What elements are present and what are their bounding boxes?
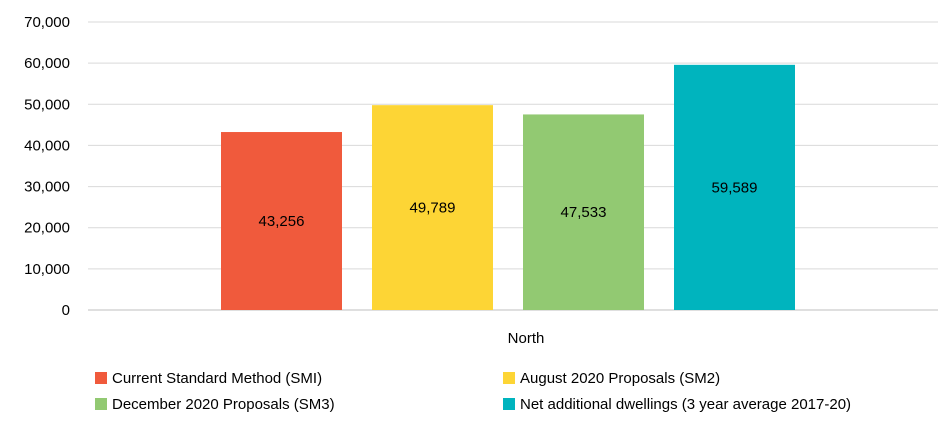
data-label-series-3: 47,533 <box>561 204 607 221</box>
y-tick-label: 70,000 <box>24 14 70 31</box>
legend-swatch-sm1 <box>95 372 107 384</box>
data-label-series-4: 59,589 <box>712 179 758 196</box>
y-axis: 0 10,000 20,000 30,000 40,000 50,000 60,000 70,… <box>24 14 70 319</box>
legend-swatch-net-additional <box>503 398 515 410</box>
y-tick-label: 40,000 <box>24 137 70 154</box>
bar-series-2 <box>372 105 493 310</box>
bar-series-3 <box>523 114 644 310</box>
legend-label-sm1: Current Standard Method (SMI) <box>112 369 323 387</box>
gridlines <box>88 21 938 311</box>
y-tick-label: 10,000 <box>24 261 70 278</box>
y-tick-label: 60,000 <box>24 55 70 72</box>
y-tick-label: 30,000 <box>24 179 70 196</box>
legend: Current Standard Method (SMI) August 202… <box>95 368 935 414</box>
legend-label-sm3: December 2020 Proposals (SM3) <box>112 395 335 413</box>
legend-item-sm3: December 2020 Proposals (SM3) <box>95 394 503 414</box>
data-labels: 43,256 49,789 47,533 59,589 <box>259 179 758 230</box>
legend-label-net-additional: Net additional dwellings (3 year average… <box>520 395 852 413</box>
legend-item-net-additional: Net additional dwellings (3 year average… <box>503 394 923 414</box>
y-tick-label: 0 <box>62 302 70 319</box>
legend-item-sm2: August 2020 Proposals (SM2) <box>503 368 923 388</box>
y-tick-label: 20,000 <box>24 220 70 237</box>
legend-item-sm1: Current Standard Method (SMI) <box>95 368 503 388</box>
bar-series-4 <box>674 64 795 310</box>
legend-swatch-sm2 <box>503 372 515 384</box>
legend-label-sm2: August 2020 Proposals (SM2) <box>520 369 721 387</box>
y-tick-label: 50,000 <box>24 96 70 113</box>
data-label-series-1: 43,256 <box>259 213 305 230</box>
bar-series-1 <box>221 132 342 310</box>
data-label-series-2: 49,789 <box>410 200 456 217</box>
bars <box>221 64 795 310</box>
x-tick-label-north: North <box>508 330 545 347</box>
legend-swatch-sm3 <box>95 398 107 410</box>
bar-chart: 0 10,000 20,000 30,000 40,000 50,000 60,000 70,… <box>24 14 938 347</box>
